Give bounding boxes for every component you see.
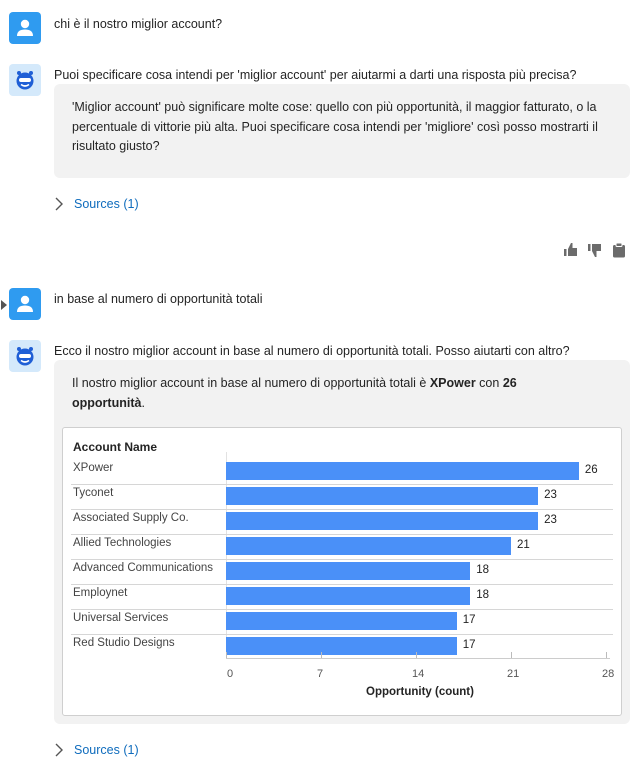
answer-count: 26 opportunità <box>72 376 517 410</box>
bot-message: Ecco il nostro miglior account in base a… <box>54 344 570 358</box>
x-axis-line <box>226 658 610 659</box>
caret-icon <box>1 300 7 310</box>
data-label: 21 <box>517 539 530 551</box>
thumbs-up-icon[interactable] <box>563 242 579 258</box>
x-tick-label: 7 <box>317 668 324 680</box>
chevron-right-icon <box>55 197 63 211</box>
category-header: Account Name <box>73 440 158 454</box>
data-label: 17 <box>462 614 476 626</box>
x-tick-label: 21 <box>507 668 520 680</box>
sources-label: Sources (1) <box>74 743 139 757</box>
user-avatar <box>9 288 41 320</box>
bar[interactable] <box>226 637 457 655</box>
category-label: XPower <box>73 462 114 474</box>
answer-suffix: . <box>141 395 145 410</box>
answer-text: Il nostro miglior account in base al num… <box>72 374 542 413</box>
bar[interactable] <box>226 537 511 555</box>
row-divider <box>71 634 613 635</box>
row-divider <box>71 584 613 585</box>
row-divider <box>71 559 613 560</box>
x-tick-mark <box>511 652 512 658</box>
sources-toggle[interactable]: Sources (1) <box>54 743 139 757</box>
answer-prefix: Il nostro miglior account in base al num… <box>72 376 430 390</box>
answer-account: XPower <box>429 376 476 390</box>
bar[interactable] <box>226 587 471 605</box>
data-label: 26 <box>584 464 598 476</box>
category-label: Universal Services <box>73 612 169 624</box>
x-tick-label: 14 <box>412 668 425 680</box>
x-tick-mark <box>226 652 227 658</box>
sources-label: Sources (1) <box>74 197 139 211</box>
data-label: 23 <box>544 514 557 526</box>
person-icon <box>17 295 33 312</box>
bot-message: Puoi specificare cosa intendi per 'migli… <box>54 68 577 82</box>
row-divider <box>71 609 613 610</box>
row-divider <box>71 509 613 510</box>
thumbs-down-icon[interactable] <box>587 242 603 258</box>
category-label: Red Studio Designs <box>73 637 175 649</box>
user-message: in base al numero di opportunità totali <box>54 292 263 306</box>
bot-avatar <box>9 64 41 96</box>
bot-face-icon <box>16 71 34 90</box>
row-divider <box>71 484 613 485</box>
data-label: 23 <box>544 489 557 501</box>
row-divider <box>71 534 613 535</box>
clipboard-icon[interactable] <box>611 242 627 258</box>
bar[interactable] <box>226 462 579 480</box>
user-avatar <box>9 12 41 44</box>
answer-middle: con <box>475 376 503 390</box>
bar[interactable] <box>226 562 471 580</box>
bar[interactable] <box>226 512 539 530</box>
bar-chart: Account Name Opportunity (count) XPower 2… <box>62 427 622 716</box>
x-axis-title: Opportunity (count) <box>366 686 474 698</box>
bar[interactable] <box>226 487 539 505</box>
bot-avatar <box>9 340 41 372</box>
x-tick-mark <box>606 652 607 658</box>
bot-bubble: 'Miglior account' può significare molte … <box>54 84 630 178</box>
data-label: 18 <box>476 564 490 576</box>
sources-toggle[interactable]: Sources (1) <box>54 197 139 211</box>
x-tick-mark <box>321 652 322 658</box>
data-label: 18 <box>476 589 490 601</box>
user-message: chi è il nostro miglior account? <box>54 17 223 31</box>
category-label: Allied Technologies <box>73 537 172 549</box>
x-tick-mark <box>416 652 417 658</box>
data-label: 17 <box>462 639 476 651</box>
y-axis-line <box>226 452 227 658</box>
bar[interactable] <box>226 612 457 630</box>
x-tick-label: 28 <box>602 668 615 680</box>
feedback-bar <box>563 242 627 258</box>
category-label: Tyconet <box>73 487 114 499</box>
chevron-right-icon <box>55 743 63 757</box>
category-label: Advanced Communications <box>73 562 213 574</box>
x-tick-label: 0 <box>227 668 234 680</box>
bot-face-icon <box>16 347 34 366</box>
category-label: Associated Supply Co. <box>73 512 189 524</box>
category-label: Employnet <box>73 587 128 599</box>
person-icon <box>17 19 33 36</box>
